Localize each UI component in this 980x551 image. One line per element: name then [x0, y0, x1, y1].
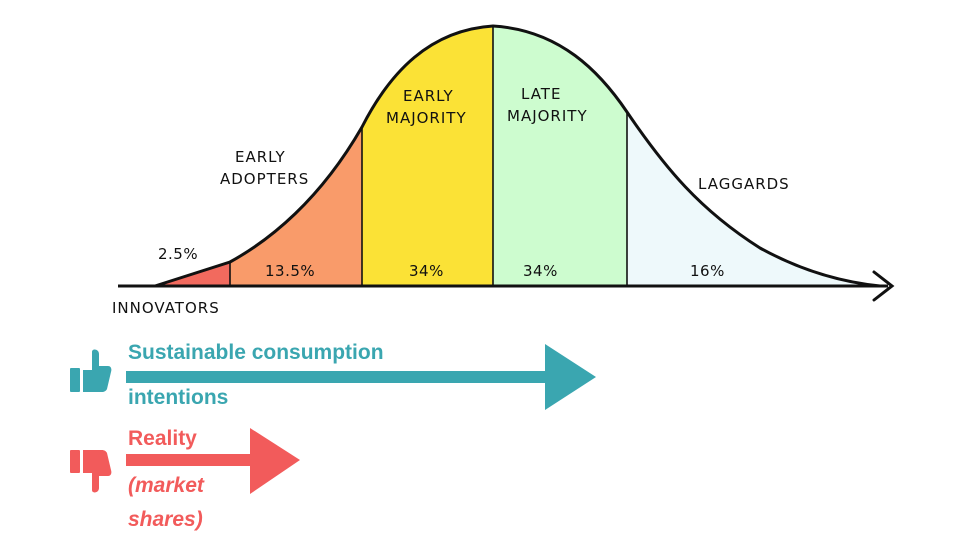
pct-early-majority: 34%	[409, 262, 444, 280]
thumbs-up-icon	[70, 349, 112, 392]
region-laggards	[627, 112, 880, 286]
label-late-majority-line2: MAJORITY	[507, 107, 588, 125]
label-early-adopters-line1: EARLY	[235, 148, 286, 166]
pct-early-adopters: 13.5%	[265, 262, 315, 280]
reality-arrow-head	[250, 428, 300, 494]
intentions-arrow-head	[545, 344, 596, 410]
pct-innovators: 2.5%	[158, 245, 198, 263]
intentions-arrow-shaft	[126, 371, 548, 383]
reality-label-line1: Reality	[128, 427, 197, 450]
region-early-majority	[362, 26, 493, 286]
reality-label-line3: shares)	[128, 508, 203, 531]
label-early-majority-line2: MAJORITY	[386, 109, 467, 127]
label-laggards: LAGGARDS	[698, 175, 790, 193]
region-late-majority	[493, 26, 627, 286]
reality-label-line2: (market	[128, 474, 204, 497]
region-early-adopters	[230, 127, 362, 286]
x-axis-arrowhead	[872, 270, 895, 302]
intentions-label-line2: intentions	[128, 386, 229, 409]
label-early-majority-line1: EARLY	[403, 87, 454, 105]
reality-arrow-shaft	[126, 454, 252, 466]
label-early-adopters-line2: ADOPTERS	[220, 170, 309, 188]
pct-laggards: 16%	[690, 262, 725, 280]
label-innovators: INNOVATORS	[112, 299, 220, 317]
bell-curve	[154, 24, 881, 288]
thumbs-down-icon	[70, 450, 112, 493]
intentions-label-line1: Sustainable consumption	[128, 341, 384, 364]
label-late-majority-line1: LATE	[521, 85, 561, 103]
pct-late-majority: 34%	[523, 262, 558, 280]
